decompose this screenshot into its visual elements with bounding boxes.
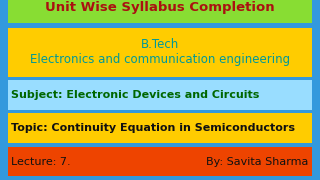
- Text: By: Savita Sharma: By: Savita Sharma: [206, 157, 309, 166]
- Bar: [8, 113, 312, 143]
- Bar: [8, 28, 312, 76]
- Text: Lecture: 7.: Lecture: 7.: [11, 157, 71, 166]
- Bar: [8, 0, 312, 23]
- Text: Subject: Electronic Devices and Circuits: Subject: Electronic Devices and Circuits: [11, 90, 260, 100]
- Text: B.Tech
Electronics and communication engineering: B.Tech Electronics and communication eng…: [30, 38, 290, 66]
- Bar: [8, 147, 312, 176]
- Text: Unit Wise Syllabus Completion: Unit Wise Syllabus Completion: [45, 1, 275, 14]
- Bar: [8, 80, 312, 110]
- Text: Topic: Continuity Equation in Semiconductors: Topic: Continuity Equation in Semiconduc…: [11, 123, 295, 133]
